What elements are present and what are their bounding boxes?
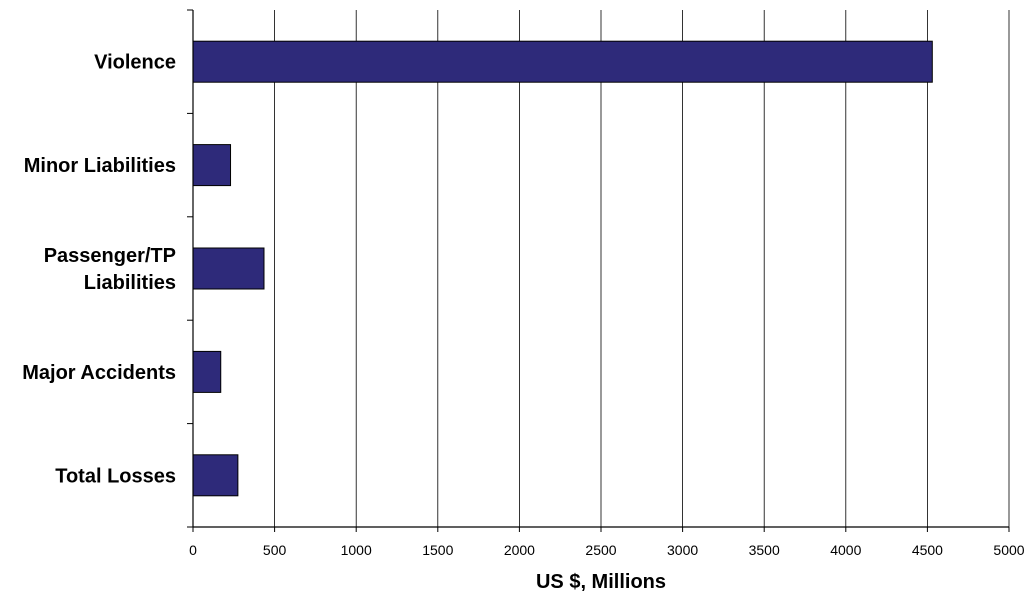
category-labels: Violence Minor Liabilities Passenger/TP Lia… xyxy=(22,52,176,488)
x-tick-label: 1500 xyxy=(422,542,453,558)
bar xyxy=(192,350,222,393)
x-tick-label: 1000 xyxy=(341,542,372,558)
x-tick-label: 5000 xyxy=(993,542,1024,558)
x-tick-label: 2000 xyxy=(504,542,535,558)
x-tick-label: 3000 xyxy=(667,542,698,558)
category-label: Violence xyxy=(94,52,176,74)
bar xyxy=(192,454,239,497)
x-tick-label: 4500 xyxy=(912,542,943,558)
bar xyxy=(192,144,232,187)
bar xyxy=(192,247,265,290)
x-tick-label: 2500 xyxy=(585,542,616,558)
bar xyxy=(192,40,933,83)
x-tick-label: 3500 xyxy=(749,542,780,558)
x-axis-title: US $, Millions xyxy=(536,571,666,591)
category-label: Passenger/TP Liabilities xyxy=(44,245,176,294)
bars xyxy=(192,40,933,497)
gridlines xyxy=(274,10,1010,527)
x-tick-labels: 0 500 1000 1500 2000 2500 3000 3500 4000 4500 5000 xyxy=(189,542,1025,558)
x-tick-label: 500 xyxy=(263,542,287,558)
category-label: Major Accidents xyxy=(22,362,176,384)
x-tick-label: 4000 xyxy=(830,542,861,558)
category-label: Minor Liabilities xyxy=(24,155,176,177)
axes xyxy=(187,9,1010,532)
x-tick-label: 0 xyxy=(189,542,197,558)
category-label: Total Losses xyxy=(55,465,176,487)
